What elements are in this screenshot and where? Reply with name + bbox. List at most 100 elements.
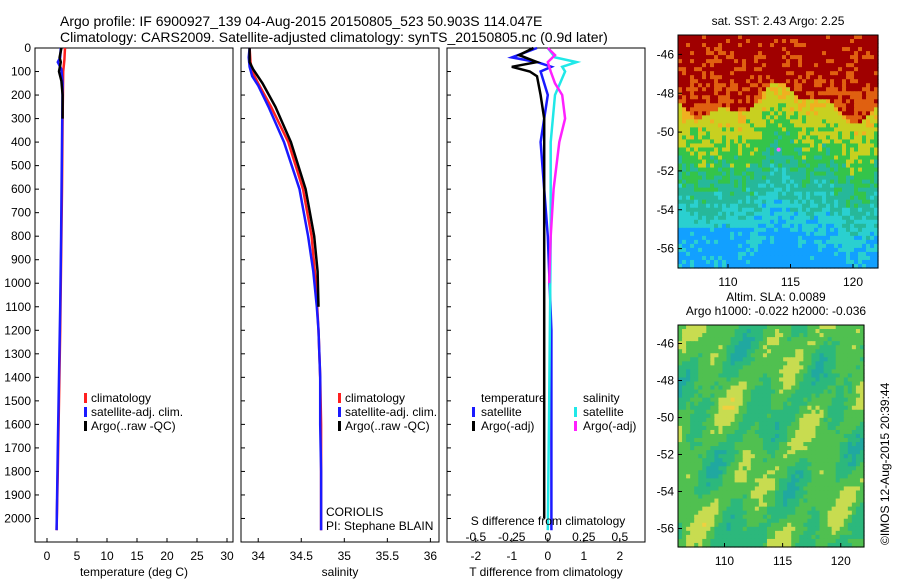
heatmap-cell bbox=[726, 131, 731, 137]
heatmap-cell bbox=[846, 219, 851, 225]
heatmap-cell bbox=[738, 454, 744, 459]
heatmap-cell bbox=[730, 446, 736, 451]
heatmap-cell bbox=[706, 462, 711, 467]
heatmap-cell bbox=[706, 51, 711, 56]
heatmap-cell bbox=[847, 454, 853, 459]
heatmap-cell bbox=[771, 337, 776, 342]
heatmap-cell bbox=[854, 171, 859, 177]
heatmap-cell bbox=[847, 345, 853, 350]
heatmap-cell bbox=[690, 175, 695, 181]
heatmap-cell bbox=[810, 71, 815, 76]
heatmap-cell bbox=[862, 215, 867, 221]
heatmap-cell bbox=[782, 199, 787, 205]
heatmap-cell bbox=[714, 219, 719, 225]
heatmap-cell bbox=[798, 67, 803, 72]
heatmap-cell bbox=[766, 259, 771, 265]
heatmap-cell bbox=[802, 67, 807, 72]
heatmap-cell bbox=[770, 87, 775, 92]
heatmap-cell bbox=[854, 155, 859, 161]
heatmap-cell bbox=[698, 401, 703, 407]
heatmap-cell bbox=[754, 215, 759, 221]
heatmap-cell bbox=[766, 51, 771, 56]
heatmap-cell bbox=[778, 135, 783, 141]
heatmap-cell bbox=[874, 171, 879, 177]
heatmap-cell bbox=[814, 231, 819, 237]
heatmap-cell bbox=[690, 47, 695, 52]
heatmap-cell bbox=[851, 401, 857, 407]
heatmap-cell bbox=[798, 175, 803, 181]
heatmap-cell bbox=[710, 179, 715, 185]
heatmap-cell bbox=[714, 215, 719, 221]
profile-line-argo-raw-qc- bbox=[57, 47, 64, 119]
heatmap-cell bbox=[714, 255, 719, 261]
heatmap-cell bbox=[783, 341, 788, 346]
heatmap-cell bbox=[758, 486, 764, 492]
heatmap-cell bbox=[815, 433, 821, 439]
heatmap-cell bbox=[859, 333, 865, 338]
heatmap-cell bbox=[722, 91, 727, 96]
heatmap-cell bbox=[754, 103, 759, 108]
heatmap-cell bbox=[782, 135, 787, 141]
heatmap-cell bbox=[766, 103, 771, 108]
heatmap-cell bbox=[822, 179, 827, 185]
heatmap-cell bbox=[859, 482, 865, 488]
heatmap-cell bbox=[710, 337, 715, 342]
heatmap-cell bbox=[722, 147, 727, 153]
heatmap-cell bbox=[858, 247, 863, 253]
heatmap-cell bbox=[758, 450, 764, 455]
heatmap-cell bbox=[750, 433, 756, 439]
heatmap-cell bbox=[710, 486, 715, 492]
heatmap-cell bbox=[786, 179, 791, 185]
heatmap-cell bbox=[762, 223, 767, 229]
heatmap-cell bbox=[702, 91, 707, 96]
heatmap-cell bbox=[854, 187, 859, 193]
heatmap-cell bbox=[806, 227, 811, 233]
heatmap-cell bbox=[738, 79, 743, 84]
heatmap-cell bbox=[822, 39, 827, 44]
heatmap-cell bbox=[762, 147, 767, 153]
heatmap-cell bbox=[810, 247, 815, 253]
heatmap-cell bbox=[815, 381, 821, 387]
heatmap-cell bbox=[859, 373, 865, 379]
heatmap-cell bbox=[806, 55, 811, 60]
heatmap-cell bbox=[698, 115, 703, 120]
heatmap-cell bbox=[702, 195, 707, 201]
heatmap-cell bbox=[682, 87, 687, 92]
heatmap-cell bbox=[823, 417, 829, 423]
heatmap-cell bbox=[706, 215, 711, 221]
temperature-x-label: temperature (deg C) bbox=[80, 565, 188, 579]
heatmap-cell bbox=[738, 71, 743, 76]
heatmap-cell bbox=[770, 255, 775, 261]
heatmap-cell bbox=[850, 79, 855, 84]
heatmap-cell bbox=[858, 187, 863, 193]
heatmap-cell bbox=[750, 215, 755, 221]
heatmap-cell bbox=[806, 95, 811, 100]
heatmap-cell bbox=[770, 119, 775, 124]
heatmap-cell bbox=[798, 91, 803, 96]
heatmap-cell bbox=[854, 163, 859, 169]
heatmap-cell bbox=[678, 191, 683, 197]
y-tick-label: 1200 bbox=[4, 323, 31, 337]
heatmap-cell bbox=[839, 325, 845, 330]
heatmap-cell bbox=[754, 219, 759, 225]
heatmap-cell bbox=[726, 39, 731, 44]
heatmap-cell bbox=[678, 47, 683, 52]
heatmap-cell bbox=[726, 385, 732, 391]
heatmap-cell bbox=[702, 337, 707, 342]
heatmap-cell bbox=[786, 219, 791, 225]
heatmap-cell bbox=[847, 353, 853, 358]
heatmap-cell bbox=[846, 111, 851, 116]
heatmap-cell bbox=[682, 171, 687, 177]
heatmap-cell bbox=[714, 83, 719, 88]
heatmap-cell bbox=[722, 349, 728, 354]
heatmap-cell bbox=[870, 87, 875, 92]
heatmap-cell bbox=[826, 51, 831, 56]
heatmap-cell bbox=[866, 199, 871, 205]
heatmap-cell bbox=[850, 263, 855, 269]
heatmap-cell bbox=[818, 259, 823, 265]
heatmap-cell bbox=[787, 454, 792, 459]
heatmap-cell bbox=[734, 466, 740, 471]
heatmap-cell bbox=[746, 99, 751, 104]
heatmap-cell bbox=[806, 47, 811, 52]
heatmap-cell bbox=[862, 91, 867, 96]
